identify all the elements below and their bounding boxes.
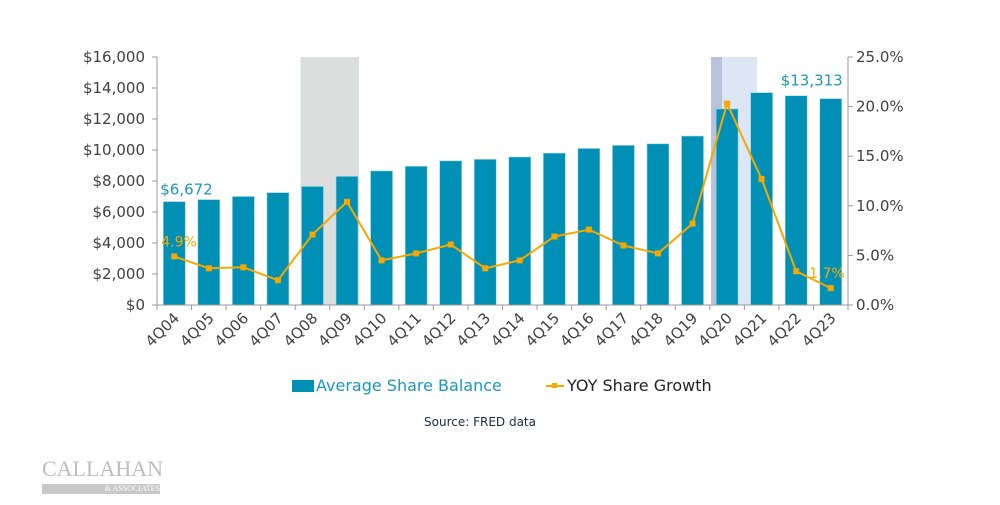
line-label-last: 1.7% — [809, 266, 845, 282]
right-tick-label: 0.0% — [856, 296, 894, 314]
x-tick-label: 4Q22 — [764, 309, 805, 350]
left-tick-label: $6,000 — [93, 203, 146, 221]
x-tick-label: 4Q15 — [522, 309, 563, 350]
x-tick-label: 4Q18 — [625, 309, 666, 350]
growth-point — [516, 257, 523, 264]
x-tick-label: 4Q08 — [280, 309, 321, 350]
x-tick-label: 4Q06 — [211, 309, 252, 350]
growth-point — [309, 231, 316, 238]
callahan-logo: CALLAHAN & ASSOCIATES — [42, 456, 163, 494]
legend-bar-label: Average Share Balance — [316, 376, 502, 395]
right-tick-label: 10.0% — [856, 197, 904, 215]
bar — [473, 159, 497, 306]
bar — [646, 143, 670, 306]
bar — [404, 165, 428, 306]
right-tick-label: 15.0% — [856, 147, 904, 165]
growth-point — [274, 277, 281, 284]
x-tick-label: 4Q13 — [453, 309, 494, 350]
x-tick-label: 4Q07 — [245, 309, 286, 350]
growth-point — [205, 265, 212, 272]
left-tick-label: $10,000 — [83, 141, 145, 159]
left-tick-label: $16,000 — [83, 48, 145, 66]
left-tick-label: $12,000 — [83, 110, 145, 128]
bar — [715, 108, 739, 306]
bar-label-last: $13,313 — [781, 72, 843, 90]
x-tick-label: 4Q20 — [695, 309, 736, 350]
x-tick-label: 4Q11 — [384, 309, 425, 350]
logo-name: CALLAHAN — [42, 456, 163, 481]
bar — [370, 170, 393, 306]
bar — [612, 145, 635, 306]
x-tick-label: 4Q16 — [556, 309, 597, 350]
bar — [508, 156, 532, 306]
growth-point — [758, 176, 765, 183]
bar — [162, 201, 186, 306]
bar — [335, 176, 359, 306]
bar — [232, 196, 255, 306]
x-tick-label: 4Q12 — [418, 309, 459, 350]
growth-line — [173, 100, 832, 290]
legend-item-bars: Average Share Balance — [292, 376, 502, 395]
left-tick-label: $2,000 — [93, 265, 146, 283]
growth-point — [482, 265, 489, 272]
growth-point — [551, 233, 558, 240]
growth-point — [378, 257, 385, 264]
growth-point — [447, 241, 454, 248]
growth-point — [689, 220, 696, 227]
growth-point — [724, 100, 731, 107]
growth-point — [344, 198, 351, 205]
growth-point — [240, 264, 247, 271]
growth-point — [171, 253, 178, 260]
growth-point — [585, 226, 592, 233]
bar — [197, 199, 221, 306]
x-tick-label: 4Q09 — [315, 309, 356, 350]
growth-point — [620, 242, 627, 249]
growth-point — [827, 285, 834, 292]
legend-bar-swatch — [292, 379, 314, 392]
bar — [439, 160, 462, 306]
x-tick-label: 4Q05 — [176, 309, 217, 350]
x-tick-label: 4Q23 — [798, 309, 839, 350]
x-tick-label: 4Q21 — [729, 309, 770, 350]
line-label-first: 4.9% — [161, 234, 197, 250]
x-tick-label: 4Q10 — [349, 309, 390, 350]
growth-point — [654, 250, 661, 257]
legend-line-swatch — [546, 382, 564, 388]
right-tick-label: 25.0% — [856, 48, 904, 66]
bar — [543, 152, 566, 306]
left-tick-label: $8,000 — [93, 172, 146, 190]
left-tick-label: $0 — [126, 296, 145, 314]
bar — [266, 192, 290, 306]
legend-line-label: YOY Share Growth — [567, 376, 712, 395]
x-tick-label: 4Q19 — [660, 309, 701, 350]
bar-label-first: $6,672 — [160, 181, 213, 199]
growth-point — [413, 250, 420, 257]
logo-sub: & ASSOCIATES — [42, 484, 160, 494]
right-tick-label: 20.0% — [856, 98, 904, 116]
left-tick-label: $4,000 — [93, 234, 146, 252]
source-note: Source: FRED data — [424, 415, 536, 429]
left-tick-label: $14,000 — [83, 79, 145, 97]
legend-item-line: YOY Share Growth — [546, 376, 712, 395]
x-tick-label: 4Q14 — [487, 309, 528, 350]
x-tick-label: 4Q17 — [591, 309, 632, 350]
growth-point — [793, 268, 800, 275]
right-tick-label: 5.0% — [856, 246, 894, 264]
x-tick-label: 4Q04 — [142, 309, 183, 350]
